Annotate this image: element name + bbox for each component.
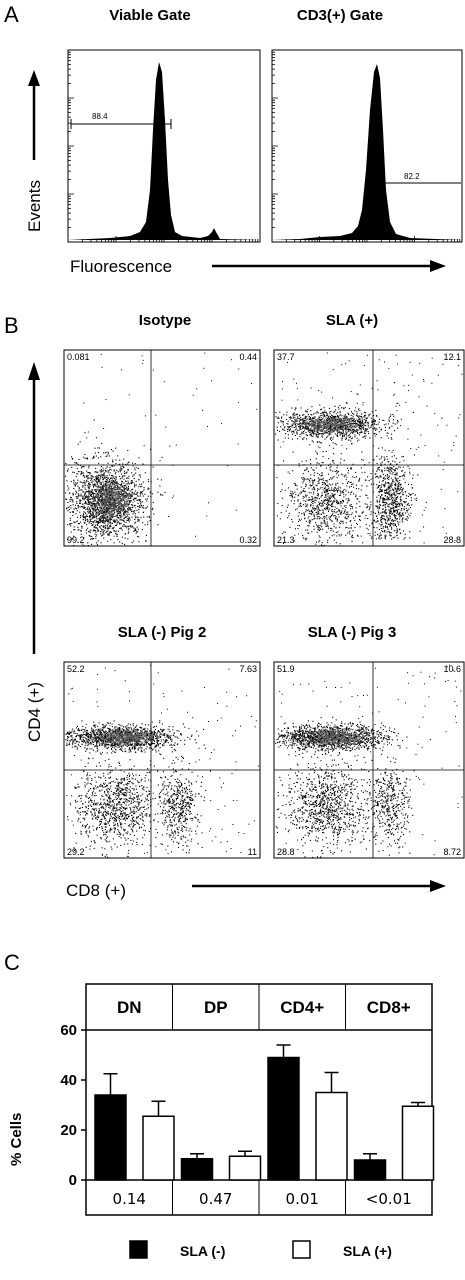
bar-sla--cd4pos	[267, 1056, 300, 1181]
legend-label: SLA (-)	[180, 1243, 225, 1259]
bar-sla+-cd4pos	[315, 1091, 348, 1181]
quadrant-ur-value: 10.6	[443, 664, 461, 674]
cd8-label: CD8 (+)	[66, 881, 126, 900]
dot-plot-sla-neg-pig2: 52.2 7.63 29.2 11	[63, 661, 261, 859]
quadrant-ur-value: 7.63	[239, 664, 257, 674]
fluorescence-label: Fluorescence	[70, 257, 172, 276]
quadrant-lr-value: 0.32	[239, 535, 257, 545]
bar-chart: DN 0.14 DP 0.47 CD4+ 0.01 CD8+ <0.01 0 20 40 60 % Ce…	[8, 983, 435, 1259]
quadrant-lr-value: 28.8	[443, 535, 461, 545]
quadrant-ll-value: 28.8	[277, 847, 295, 857]
y-tick-label: 0	[69, 1172, 77, 1189]
bar-sla--dn	[94, 1094, 127, 1181]
quadrant-ll-value: 99.2	[67, 535, 85, 545]
dot-plot-pig2-events	[65, 664, 259, 858]
histogram-cd3-gate: 82.2	[271, 49, 463, 243]
histogram-viable-gate: 88.4	[67, 49, 261, 243]
events-label: Events	[25, 180, 44, 232]
dot-plot-isotype: 0.081 0.44 99.2 0.32	[63, 349, 261, 547]
dot-plot-sla-positive-events	[275, 352, 463, 546]
events-axis-arrow	[28, 70, 40, 160]
quadrant-ul-value: 52.2	[67, 664, 85, 674]
cd4-label: CD4 (+)	[25, 682, 44, 742]
legend-label: SLA (+)	[343, 1243, 392, 1259]
category-label: DP	[204, 998, 228, 1017]
gate-1-value: 88.4	[92, 112, 108, 121]
bar-sla+-cd8pos	[401, 1105, 435, 1181]
dot-plot-isotype-events	[65, 352, 258, 547]
histogram-2-peak	[272, 64, 462, 240]
legend-swatch	[292, 1240, 311, 1259]
hist-2-title: CD3(+) Gate	[297, 7, 383, 24]
y-axis-label: % Cells	[8, 1113, 25, 1166]
quadrant-ul-value: 51.9	[277, 664, 295, 674]
panel-b-letter: B	[4, 313, 19, 338]
quadrant-lr-value: 11	[248, 847, 257, 857]
quadrant-ll-value: 29.2	[67, 847, 85, 857]
dot-plot-4-title: SLA (-) Pig 3	[308, 624, 397, 641]
cd4-axis-arrow	[28, 362, 40, 654]
hist-1-title: Viable Gate	[109, 7, 190, 24]
dot-plot-2-title: SLA (+)	[326, 312, 378, 329]
bar-sla--dp	[180, 1158, 214, 1181]
quadrant-ul-value: 0.081	[67, 352, 90, 362]
y-tick-label: 20	[60, 1122, 77, 1139]
bar-sla--cd8pos	[353, 1159, 387, 1181]
fluorescence-axis-arrow	[212, 260, 446, 272]
quadrant-ll-value: 21.3	[277, 535, 295, 545]
dot-plot-sla-neg-pig3: 51.9 10.6 28.8 8.72	[273, 661, 465, 859]
dot-plot-3-title: SLA (-) Pig 2	[118, 624, 207, 641]
category-label: CD8+	[367, 998, 411, 1017]
cd8-axis-arrow	[192, 880, 446, 892]
bar-sla+-dn	[142, 1115, 175, 1181]
y-tick-label: 60	[60, 1022, 77, 1039]
y-tick-label: 40	[60, 1072, 77, 1089]
p-value-label: 0.01	[286, 1190, 319, 1208]
bar-sla+-dp	[228, 1155, 262, 1181]
quadrant-ur-value: 12.1	[443, 352, 461, 362]
category-label: DN	[117, 998, 142, 1017]
quadrant-ur-value: 0.44	[239, 352, 257, 362]
dot-plot-1-title: Isotype	[139, 312, 192, 329]
dot-plot-sla-positive: 37.7 12.1 21.3 28.8	[273, 349, 465, 547]
histogram-1-peak	[68, 62, 260, 240]
quadrant-lr-value: 8.72	[443, 847, 461, 857]
panel-a-letter: A	[4, 2, 19, 27]
p-value-label: <0.01	[366, 1190, 412, 1208]
gate-2-value: 82.2	[404, 172, 420, 181]
panel-c-letter: C	[4, 950, 20, 975]
legend-swatch	[129, 1240, 148, 1259]
p-value-label: 0.47	[199, 1190, 232, 1208]
dot-plot-pig3-events	[275, 664, 463, 858]
p-value-label: 0.14	[113, 1190, 146, 1208]
category-label: CD4+	[280, 998, 324, 1017]
quadrant-ul-value: 37.7	[277, 352, 295, 362]
